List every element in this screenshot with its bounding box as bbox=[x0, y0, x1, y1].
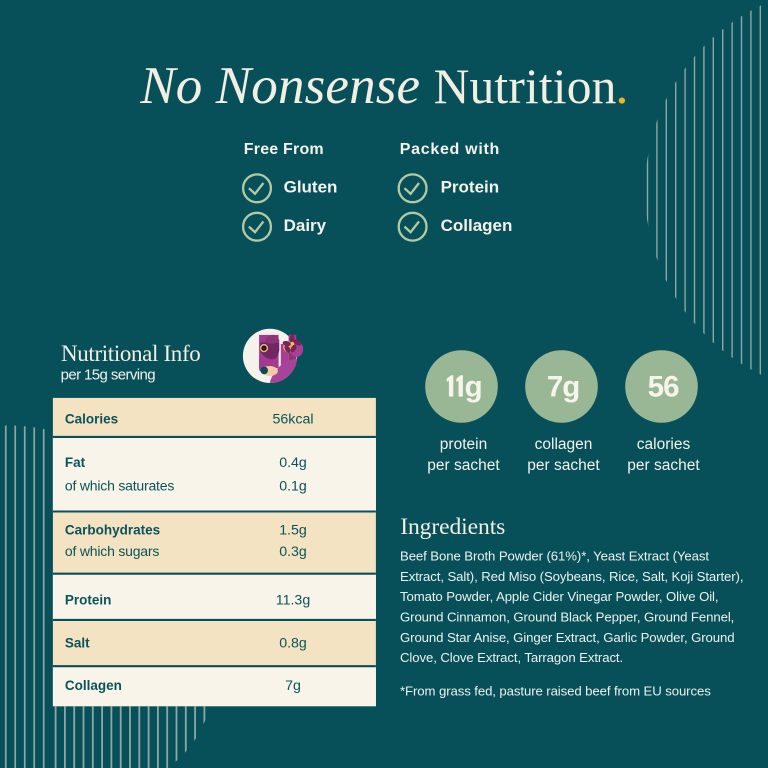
svg-text:Ingredients: Ingredients bbox=[400, 514, 505, 540]
svg-text:Tomato Powder, Apple Cider Vin: Tomato Powder, Apple Cider Vinegar Powde… bbox=[400, 589, 718, 604]
svg-text:0.8g: 0.8g bbox=[279, 636, 307, 652]
svg-text:Beef Bone Broth Powder (61%)*,: Beef Bone Broth Powder (61%)*, Yeast Ext… bbox=[400, 548, 709, 563]
svg-text:1.5g: 1.5g bbox=[279, 523, 307, 539]
svg-text:collagen: collagen bbox=[535, 436, 593, 453]
svg-text:g: g bbox=[465, 371, 483, 404]
svg-text:per sachet: per sachet bbox=[527, 457, 600, 474]
svg-text:7g: 7g bbox=[285, 678, 301, 694]
svg-text:Fat: Fat bbox=[65, 455, 86, 470]
svg-text:calories: calories bbox=[637, 436, 691, 453]
svg-text:Protein: Protein bbox=[65, 592, 112, 607]
svg-text:Ground Star Anise, Ginger Extr: Ground Star Anise, Ginger Extract, Garli… bbox=[400, 630, 735, 645]
svg-text:of which saturates: of which saturates bbox=[65, 477, 174, 493]
svg-text:0.1g: 0.1g bbox=[279, 478, 307, 494]
svg-text:Clove, Clove Extract, Tarragon: Clove, Clove Extract, Tarragon Extract. bbox=[400, 650, 623, 665]
svg-text:Dairy: Dairy bbox=[284, 216, 327, 235]
svg-text:56: 56 bbox=[648, 371, 679, 404]
svg-text:Gluten: Gluten bbox=[284, 178, 338, 197]
svg-text:per sachet: per sachet bbox=[427, 457, 500, 474]
svg-text:Protein: Protein bbox=[441, 178, 500, 197]
svg-text:Collagen: Collagen bbox=[65, 678, 122, 693]
svg-text:No Nonsense Nutrition: No Nonsense Nutrition bbox=[139, 57, 616, 115]
svg-text:of which sugars: of which sugars bbox=[65, 543, 159, 559]
svg-text:7g: 7g bbox=[547, 371, 579, 404]
svg-text:Salt: Salt bbox=[65, 636, 90, 651]
svg-text:Carbohydrates: Carbohydrates bbox=[65, 523, 160, 538]
svg-text:*From grass fed, pasture raise: *From grass fed, pasture raised beef fro… bbox=[400, 683, 711, 698]
svg-text:Extract, Salt), Red Miso (Soyb: Extract, Salt), Red Miso (Soybeans, Rice… bbox=[400, 569, 743, 584]
svg-text:Nutritional Info: Nutritional Info bbox=[61, 341, 200, 366]
svg-text:Calories: Calories bbox=[65, 412, 118, 427]
svg-text:per 15g serving: per 15g serving bbox=[61, 367, 156, 384]
svg-text:Collagen: Collagen bbox=[441, 216, 513, 235]
svg-text:56kcal: 56kcal bbox=[272, 412, 313, 428]
svg-text:0.3g: 0.3g bbox=[279, 544, 307, 560]
svg-text:Free From: Free From bbox=[244, 141, 324, 158]
svg-text:Ground Cinnamon, Ground Black: Ground Cinnamon, Ground Black Pepper, Gr… bbox=[400, 610, 734, 625]
svg-text:Packed with: Packed with bbox=[400, 141, 500, 158]
svg-text:protein: protein bbox=[440, 436, 487, 453]
svg-text:11.3g: 11.3g bbox=[276, 592, 310, 608]
svg-text:0.4g: 0.4g bbox=[279, 455, 307, 471]
svg-text:per sachet: per sachet bbox=[627, 457, 700, 474]
